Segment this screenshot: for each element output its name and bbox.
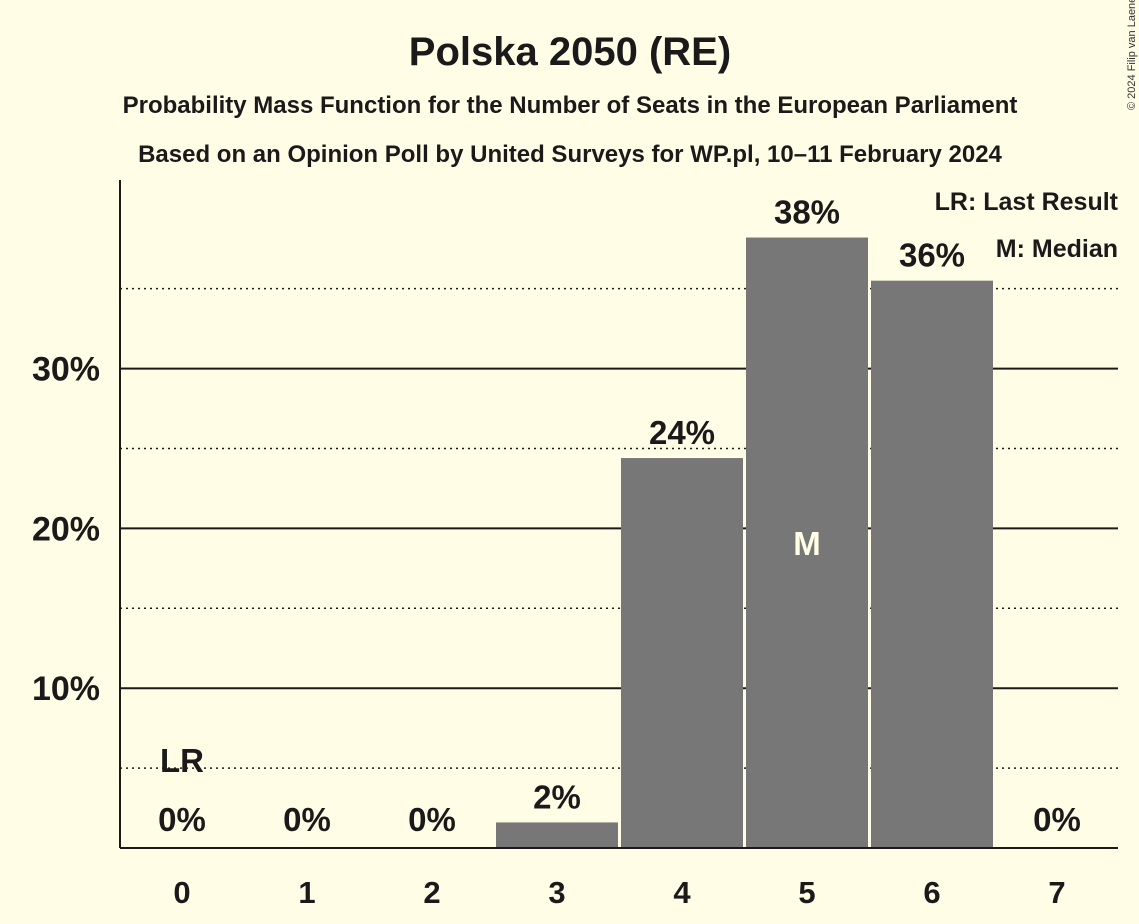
x-tick-label: 4 bbox=[673, 875, 691, 910]
copyright-note: © 2024 Filip van Laenen bbox=[1126, 0, 1138, 110]
bar bbox=[496, 822, 618, 848]
last-result-marker: LR bbox=[160, 742, 204, 779]
y-axis-ticks: 10% 20% 30% bbox=[32, 351, 100, 709]
legend-last-result: LR: Last Result bbox=[935, 188, 1119, 216]
bar bbox=[871, 280, 993, 848]
data-label: 0% bbox=[408, 801, 456, 838]
bar bbox=[621, 458, 743, 848]
x-tick-label: 0 bbox=[173, 875, 190, 910]
y-tick-label: 30% bbox=[32, 351, 100, 389]
chart-subtitle: Probability Mass Function for the Number… bbox=[123, 92, 1018, 119]
x-tick-label: 1 bbox=[298, 875, 315, 910]
legend-median: M: Median bbox=[996, 235, 1118, 263]
data-label: 0% bbox=[1033, 801, 1081, 838]
x-tick-label: 6 bbox=[923, 875, 940, 910]
y-tick-label: 20% bbox=[32, 510, 100, 548]
x-tick-label: 5 bbox=[798, 875, 815, 910]
y-tick-label: 10% bbox=[32, 670, 100, 708]
data-label: 0% bbox=[158, 801, 206, 838]
x-tick-label: 3 bbox=[548, 875, 565, 910]
x-tick-label: 2 bbox=[423, 875, 440, 910]
x-axis-ticks: 0 1 2 3 4 5 6 7 bbox=[173, 875, 1065, 910]
data-label: 36% bbox=[899, 237, 965, 274]
chart-title: Polska 2050 (RE) bbox=[409, 30, 731, 74]
data-labels: 0% 0% 0% 2% 24% 38% 36% 0% M LR bbox=[158, 194, 1081, 838]
chart-subtitle-poll: Based on an Opinion Poll by United Surve… bbox=[138, 141, 1002, 168]
median-marker: M bbox=[793, 525, 821, 562]
bar bbox=[746, 237, 868, 848]
data-label: 24% bbox=[649, 414, 715, 451]
bars bbox=[496, 237, 993, 848]
data-label: 2% bbox=[533, 778, 581, 815]
data-label: 38% bbox=[774, 194, 840, 231]
x-tick-label: 7 bbox=[1048, 875, 1065, 910]
data-label: 0% bbox=[283, 801, 331, 838]
